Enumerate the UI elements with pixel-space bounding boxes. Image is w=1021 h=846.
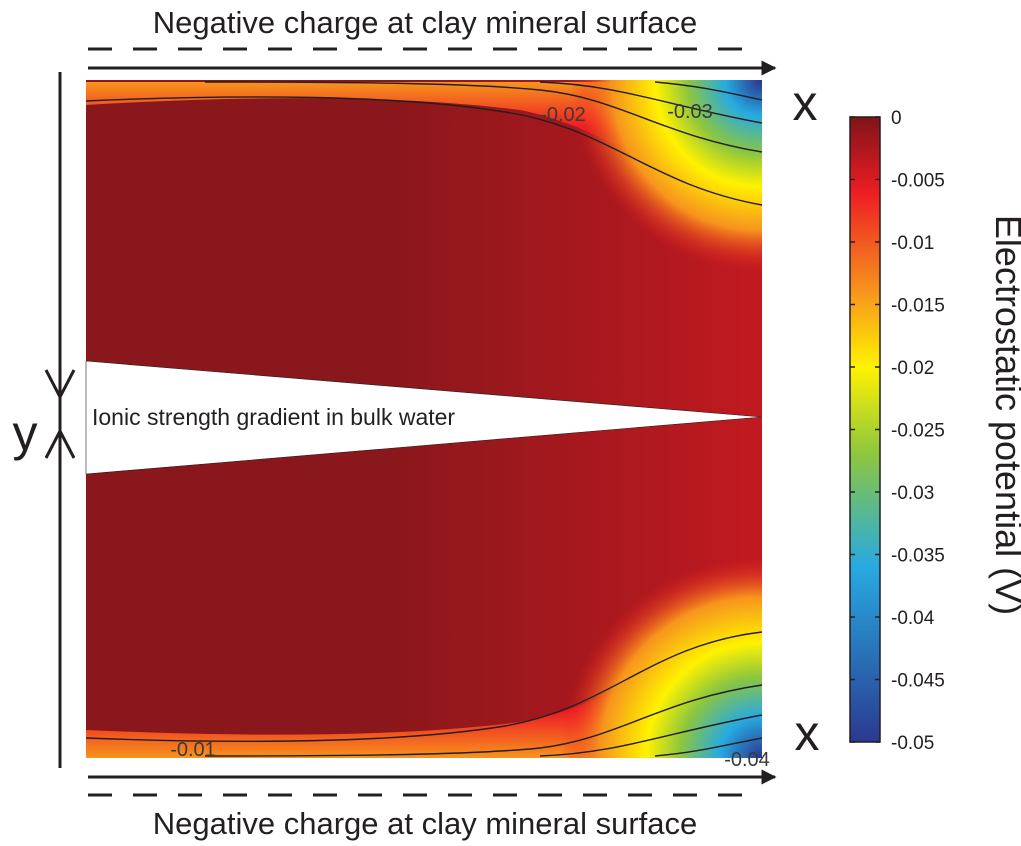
y-axis-arrows — [44, 72, 76, 768]
surface-label-bottom: Negative charge at clay mineral surface — [153, 806, 697, 841]
contour-label-top-b: -0.03 — [667, 101, 713, 123]
colorbar-tick-label: -0.045 — [891, 671, 945, 692]
contour-line — [539, 81, 763, 124]
colorbar-tick-label: -0.03 — [891, 483, 934, 504]
contour-line — [539, 714, 763, 757]
contour-line — [654, 737, 763, 757]
colorbar-tick-label: -0.02 — [891, 358, 934, 379]
colorbar-tick-label: -0.04 — [891, 608, 935, 629]
colorbar-tick-label: -0.005 — [891, 171, 945, 192]
x-label-bottom: x — [795, 705, 820, 761]
contour-line — [204, 81, 763, 153]
colorbar-tick-label: -0.05 — [891, 733, 934, 754]
contour-line — [204, 684, 763, 757]
contour-lines — [85, 81, 763, 757]
contour-label-top-a: -0.02 — [540, 104, 586, 126]
ionic-strength-wedge — [85, 360, 763, 475]
contour-label-bottom-a: -0.01 — [170, 739, 216, 761]
colorbar-tick-label: -0.01 — [891, 233, 934, 254]
x-label-top: x — [793, 75, 818, 131]
colorbar-ticks: 0 -0.005 -0.01 -0.015 -0.02 -0.025 -0.03 -0.035… — [850, 108, 945, 754]
colorbar-tick-label: -0.035 — [891, 546, 945, 567]
contour-line — [85, 96, 763, 206]
y-label: y — [13, 405, 38, 461]
surface-label-top: Negative charge at clay mineral surface — [153, 5, 697, 40]
colorbar-tick-label: -0.015 — [891, 296, 945, 317]
colorbar-tick-label: 0 — [891, 108, 902, 129]
contour-label-bottom-b: -0.04 — [724, 749, 770, 771]
contour-line — [85, 631, 763, 743]
gradient-label: Ionic strength gradient in bulk water — [92, 404, 455, 430]
colorbar-tick-label: -0.025 — [891, 421, 945, 442]
contour-line — [654, 81, 763, 101]
colorbar-title: Electrostatic potential (V) — [988, 215, 1021, 615]
